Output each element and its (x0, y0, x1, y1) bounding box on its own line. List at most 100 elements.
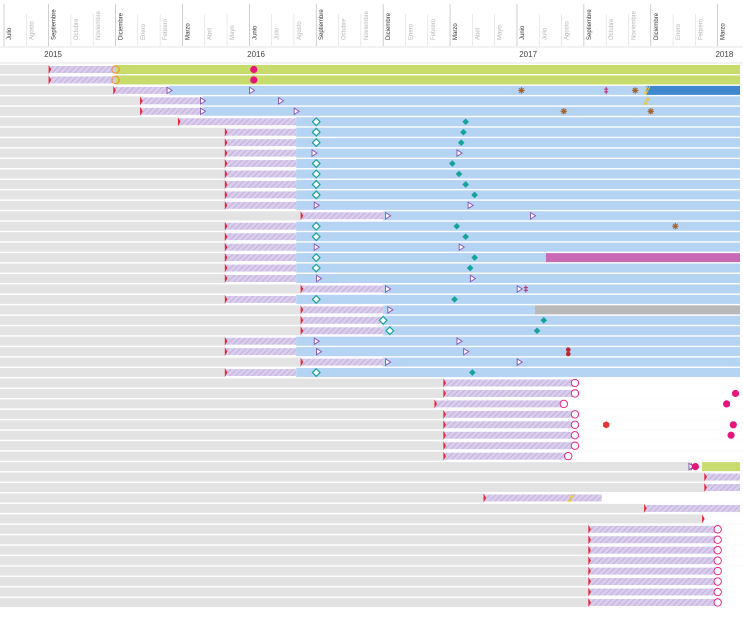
dot-marker (729, 421, 737, 429)
hatched-phase (588, 557, 718, 565)
start-marker (224, 232, 228, 242)
blue-phase-bar (383, 315, 740, 325)
green-phase-bar (702, 462, 740, 472)
timeline-row (0, 127, 743, 137)
diamond-marker (448, 160, 456, 167)
triangle-marker (316, 347, 323, 356)
timeline-row (0, 158, 743, 169)
timeline-row (0, 524, 743, 534)
hatched-phase (443, 421, 575, 429)
timeline-rows (0, 65, 743, 607)
month-label: Febrero (431, 18, 437, 40)
start-marker (224, 368, 228, 378)
double-dot-marker (565, 351, 571, 357)
triangle-marker (688, 462, 695, 471)
circle-marker (713, 556, 722, 565)
triangle-marker (200, 96, 207, 105)
start-marker (588, 545, 591, 555)
diamond-open-marker (311, 190, 321, 200)
dot-marker (731, 389, 740, 398)
start-marker (177, 117, 181, 127)
hatched-phase (443, 442, 575, 450)
row-background (0, 420, 743, 430)
timeline-row (0, 96, 743, 106)
month-label: Febrero (698, 18, 704, 40)
start-marker (140, 96, 143, 106)
hatched-phase (177, 118, 297, 126)
diamond-open-marker (378, 315, 388, 325)
month-label: Agosto (29, 21, 35, 40)
month-label: Junio (520, 25, 526, 40)
timeline-row (0, 117, 743, 127)
start-marker (224, 159, 228, 169)
circle-marker (713, 535, 722, 544)
triangle-marker (278, 96, 285, 105)
hatched-phase (644, 504, 740, 512)
hatched-phase (48, 66, 116, 73)
blue-phase-bar (296, 159, 740, 169)
start-marker (224, 200, 228, 210)
hatched-phase (224, 139, 297, 147)
hatched-phase (224, 191, 297, 199)
diamond-open-marker (311, 263, 321, 273)
blue-phase-bar (383, 211, 740, 221)
hatched-phase (588, 546, 718, 554)
diamond-open-marker (311, 367, 321, 378)
row-active-span (443, 441, 743, 451)
blue-phase-bar (296, 242, 740, 252)
timeline-row (0, 545, 743, 555)
row-active-span (443, 388, 743, 398)
row-background (0, 451, 743, 461)
timeline-row (0, 587, 743, 597)
hatched-phase (224, 180, 297, 188)
circle-marker (570, 441, 580, 450)
timeline-row (0, 347, 743, 357)
timeline-row (0, 451, 743, 461)
blue-phase-bar (296, 294, 740, 304)
circle-marker (713, 598, 722, 607)
diamond-open-marker (311, 158, 321, 169)
timeline-row (0, 242, 743, 252)
hatched-phase (224, 201, 297, 209)
hatched-phase (300, 306, 384, 314)
triangle-marker (530, 211, 537, 220)
hatched-phase (224, 149, 297, 157)
row-background (0, 430, 743, 440)
blue-phase-bar (296, 200, 740, 210)
blue-phase-bar (296, 263, 740, 273)
start-marker (443, 409, 446, 419)
timeline-row (0, 305, 743, 315)
start-marker (224, 347, 228, 357)
triangle-marker (516, 284, 524, 293)
hatched-phase (224, 275, 297, 282)
hatched-phase (588, 598, 718, 606)
month-label: Enero (408, 23, 414, 40)
timeline-row (0, 357, 743, 367)
row-background (0, 535, 743, 545)
row-background (0, 566, 743, 576)
triangle-marker (467, 201, 474, 210)
asterisk-marker (560, 108, 568, 115)
hatched-phase (224, 348, 297, 356)
start-marker (224, 190, 228, 200)
cross-marker (523, 285, 528, 293)
timeline-row (0, 211, 743, 221)
diamond-open-marker (311, 232, 321, 242)
time-axis: Julio Agosto Septiembre Octubre Noviembre Dic… (0, 4, 743, 64)
row-background (0, 409, 743, 419)
start-marker (588, 597, 591, 607)
row-background (0, 493, 743, 503)
diamond-open-marker (385, 326, 395, 336)
timeline-row (0, 493, 743, 503)
timeline-row (0, 535, 743, 545)
start-marker (224, 263, 228, 273)
blue-phase-bar (296, 179, 740, 189)
hatched-phase (224, 170, 297, 178)
start-marker (224, 179, 228, 189)
start-marker (588, 566, 591, 576)
month-label: Octubre (74, 18, 80, 40)
timeline-row (0, 221, 743, 231)
month-label: Agosto (297, 21, 303, 40)
month-label: Julio (7, 27, 13, 40)
start-marker (224, 127, 228, 137)
